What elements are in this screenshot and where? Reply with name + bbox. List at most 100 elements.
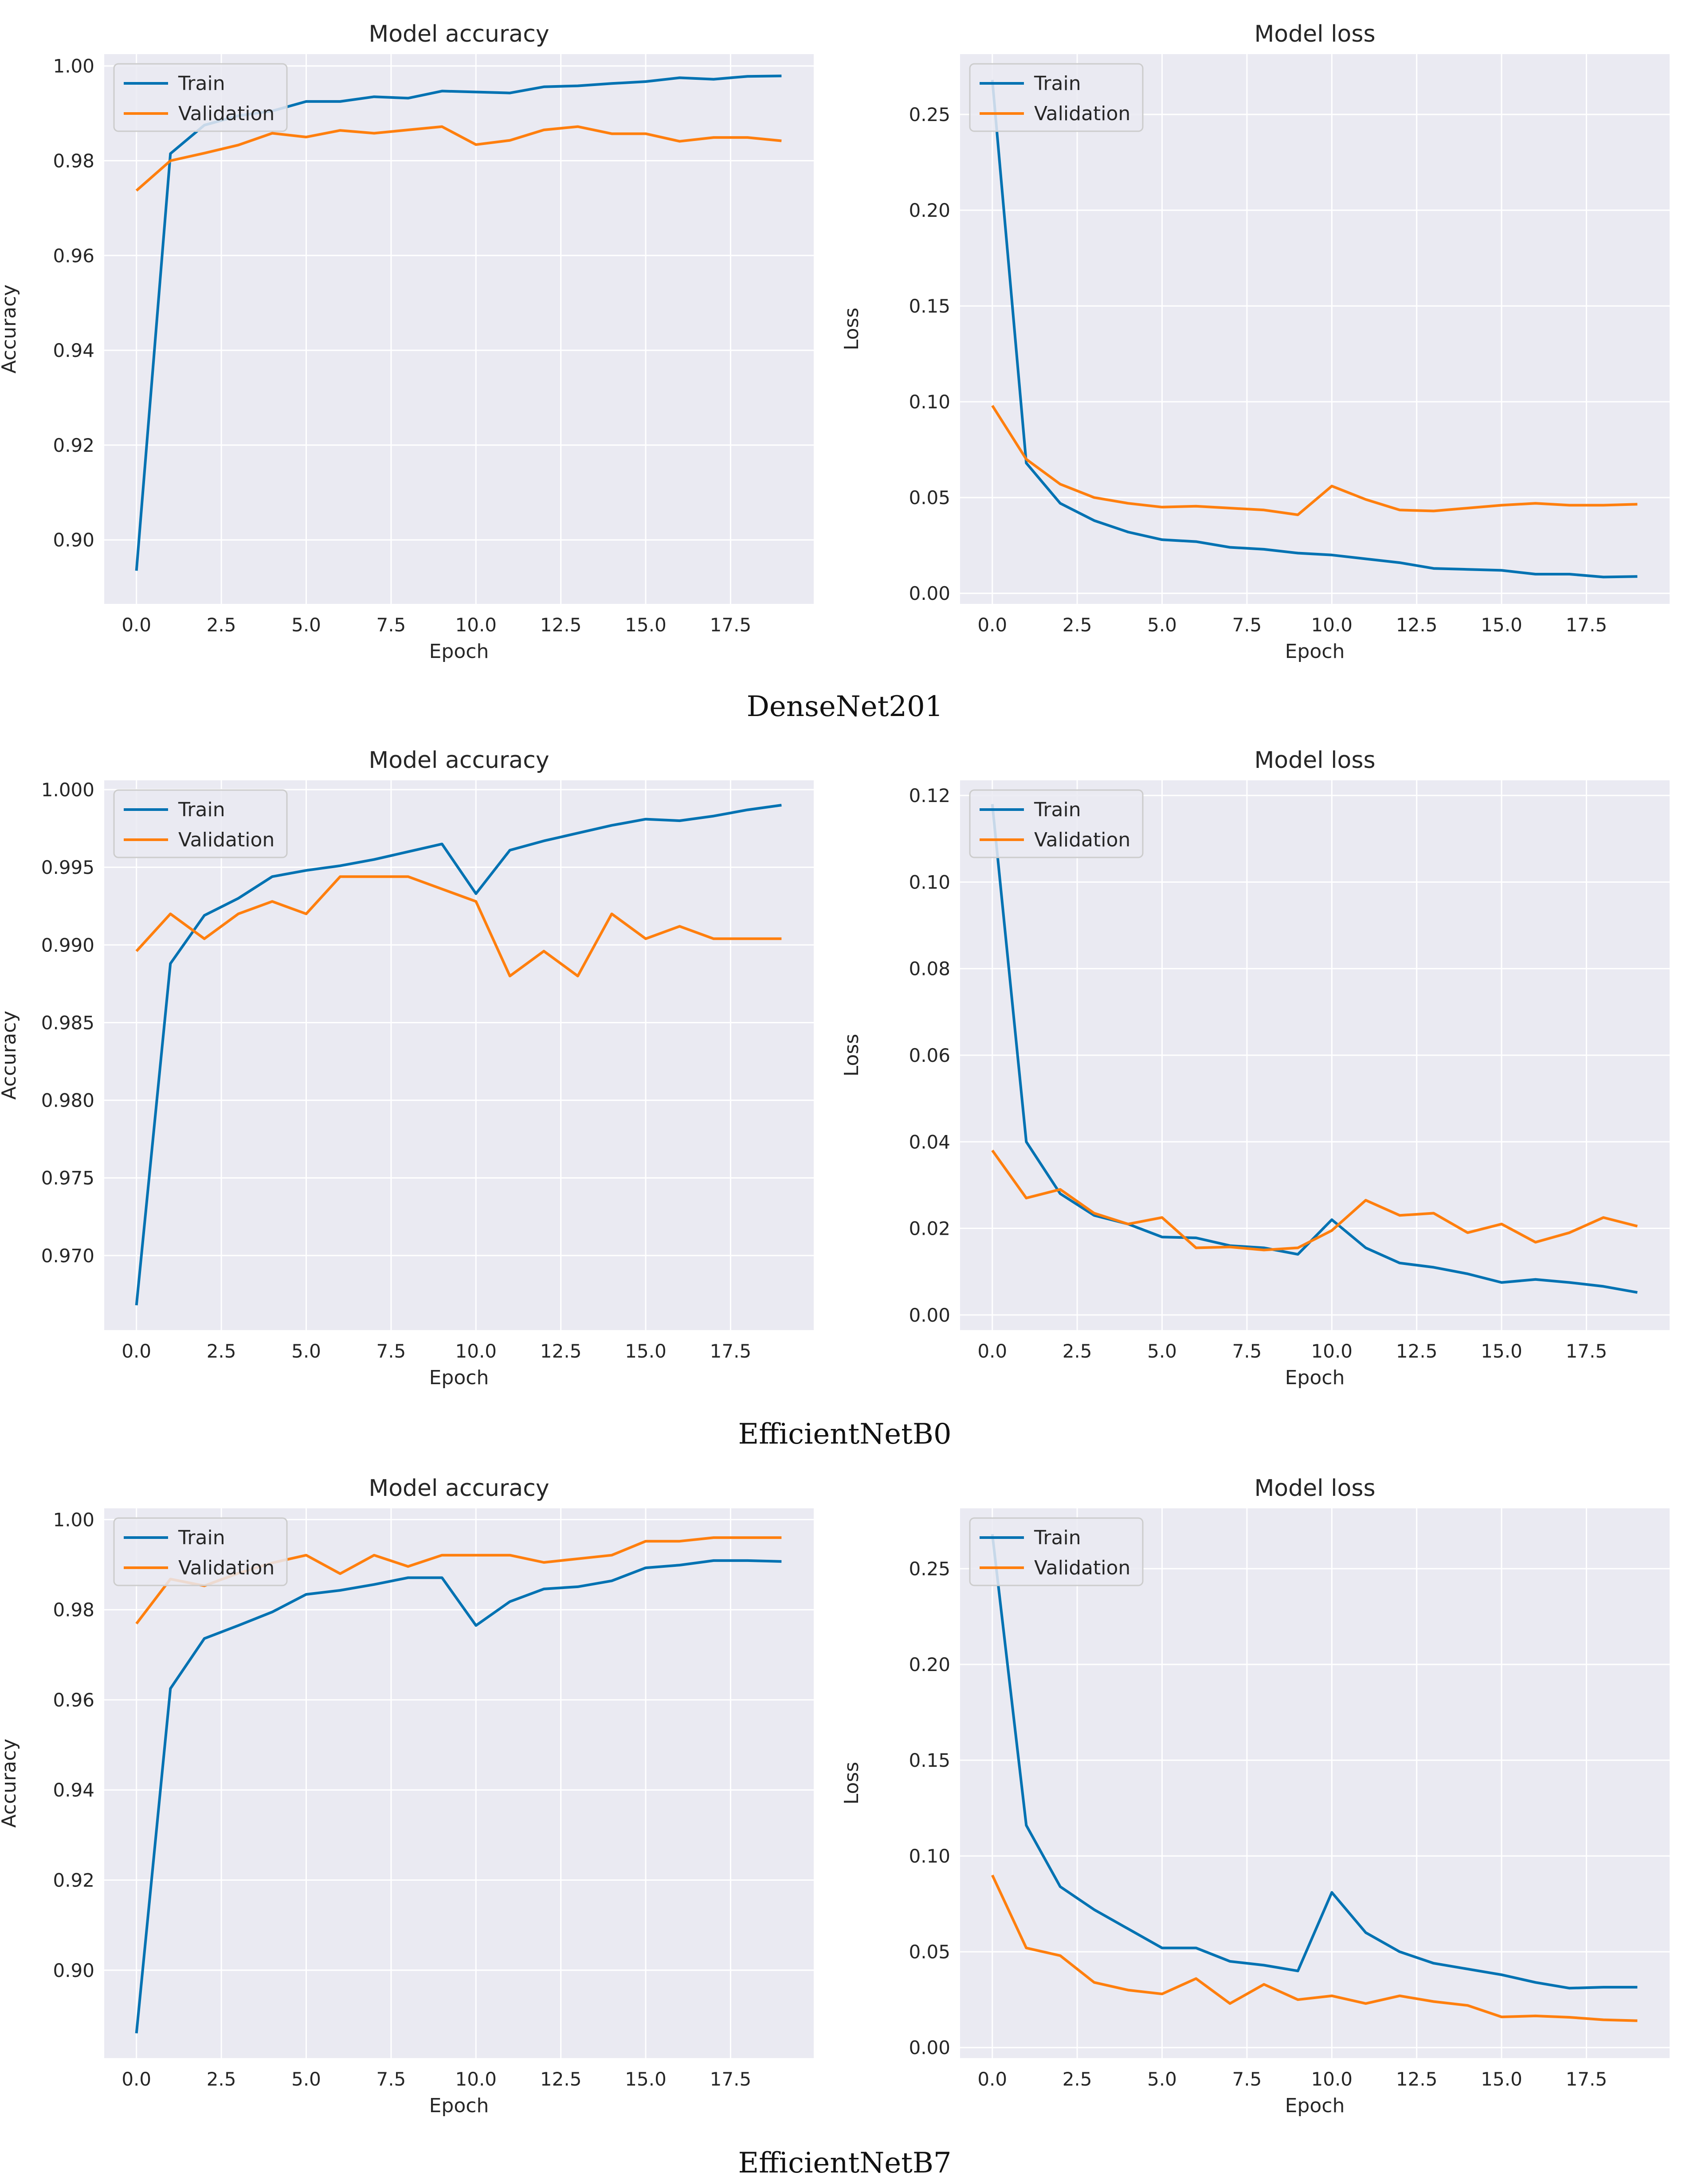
y-tick-label: 0.08 [909, 958, 950, 980]
y-tick-label: 0.970 [41, 1245, 94, 1267]
plot-area [104, 780, 814, 1330]
chart-panel-0: 0.0 2.5 5.0 7.5 10.0 12.5 15.0 17.5 0.90 0.92 0.94… [0, 21, 814, 663]
chart-title: Model loss [1254, 21, 1375, 47]
series-line-train [991, 1534, 1638, 1990]
x-tick-label: 5.0 [1147, 2068, 1177, 2090]
y-tick-label: 1.000 [41, 779, 94, 801]
y-axis-label: Accuracy [0, 1739, 20, 1828]
x-axis-label: Epoch [429, 1366, 489, 1389]
y-tick-label: 0.02 [909, 1218, 950, 1240]
legend: Train Validation [113, 789, 288, 858]
y-tick-label: 0.985 [41, 1012, 94, 1033]
x-tick-label: 17.5 [1566, 2068, 1608, 2090]
legend: Train Validation [113, 63, 288, 132]
x-tick-label: 2.5 [207, 2068, 236, 2090]
y-tick-label: 0.15 [909, 295, 950, 317]
x-axis-label: Epoch [1285, 2094, 1345, 2117]
legend: Train Validation [113, 1517, 288, 1586]
series-line-train [991, 80, 1638, 579]
y-tick-label: 0.995 [41, 857, 94, 878]
x-tick-label: 2.5 [207, 614, 236, 636]
x-tick-label: 0.0 [977, 2068, 1007, 2090]
y-tick-label: 0.10 [909, 391, 950, 413]
y-tick-label: 0.96 [53, 245, 94, 266]
chart-title: Model loss [1254, 747, 1375, 774]
x-tick-label: 7.5 [376, 1340, 406, 1362]
y-tick-label: 0.00 [909, 1304, 950, 1326]
x-tick-label: 0.0 [977, 614, 1007, 636]
chart-panel-5: 0.0 2.5 5.0 7.5 10.0 12.5 15.0 17.5 0.00 0.05 0.10… [840, 1475, 1670, 2117]
x-tick-label: 17.5 [710, 2068, 752, 2090]
x-tick-label: 0.0 [122, 1340, 151, 1362]
legend-label: Validation [178, 102, 274, 125]
x-tick-label: 10.0 [455, 1340, 497, 1362]
plot-area [104, 54, 814, 604]
x-tick-label: 15.0 [625, 614, 667, 636]
x-axis-label: Epoch [1285, 1366, 1345, 1389]
legend-label: Train [1034, 1526, 1081, 1549]
x-tick-label: 0.0 [977, 1340, 1007, 1362]
chart-panel-1: 0.0 2.5 5.0 7.5 10.0 12.5 15.0 17.5 0.00 0.05 0.10… [840, 21, 1670, 663]
legend-label: Validation [178, 1557, 274, 1579]
chart-title: Model accuracy [369, 21, 549, 47]
x-tick-label: 10.0 [1311, 614, 1353, 636]
x-tick-label: 2.5 [207, 1340, 236, 1362]
x-tick-label: 7.5 [376, 614, 406, 636]
y-tick-label: 0.20 [909, 1654, 950, 1675]
x-tick-label: 5.0 [291, 2068, 321, 2090]
y-tick-label: 0.975 [41, 1167, 94, 1189]
legend: Train Validation [969, 789, 1144, 858]
x-tick-label: 7.5 [1232, 1340, 1262, 1362]
chart-title: Model accuracy [369, 747, 549, 774]
x-tick-label: 12.5 [1396, 1340, 1438, 1362]
y-tick-label: 0.98 [53, 150, 94, 172]
y-tick-label: 0.10 [909, 1845, 950, 1867]
y-axis-label: Loss [840, 1762, 863, 1805]
x-tick-label: 5.0 [291, 614, 321, 636]
y-tick-label: 1.00 [53, 55, 94, 77]
x-tick-label: 15.0 [1481, 2068, 1522, 2090]
series-line-train [991, 804, 1638, 1294]
legend-label: Validation [1034, 829, 1130, 851]
series-line-train [135, 1559, 782, 2034]
y-tick-label: 0.04 [909, 1131, 950, 1153]
x-tick-label: 12.5 [540, 2068, 582, 2090]
series-line-validation [991, 1150, 1638, 1252]
y-tick-label: 0.00 [909, 583, 950, 604]
y-tick-label: 0.92 [53, 1870, 94, 1891]
legend: Train Validation [969, 1517, 1144, 1586]
x-tick-label: 17.5 [710, 614, 752, 636]
y-tick-label: 0.05 [909, 1941, 950, 1963]
chart-panel-3: 0.0 2.5 5.0 7.5 10.0 12.5 15.0 17.5 0.00 0.02 0.04… [840, 747, 1670, 1389]
plot-area [960, 54, 1670, 604]
x-tick-label: 12.5 [1396, 614, 1438, 636]
x-tick-label: 2.5 [1063, 2068, 1092, 2090]
y-tick-label: 1.00 [53, 1509, 94, 1530]
y-tick-label: 0.96 [53, 1689, 94, 1711]
plot-area [104, 1508, 814, 2058]
x-tick-label: 17.5 [1566, 1340, 1608, 1362]
y-tick-label: 0.980 [41, 1090, 94, 1112]
plot-area [960, 1508, 1670, 2058]
x-tick-label: 2.5 [1063, 1340, 1092, 1362]
x-tick-label: 15.0 [625, 1340, 667, 1362]
y-tick-label: 0.20 [909, 200, 950, 221]
y-tick-label: 0.15 [909, 1750, 950, 1771]
x-tick-label: 0.0 [122, 614, 151, 636]
legend-label: Validation [1034, 1557, 1130, 1579]
x-tick-label: 7.5 [1232, 2068, 1262, 2090]
chart-title: Model loss [1254, 1475, 1375, 1502]
x-tick-label: 5.0 [1147, 1340, 1177, 1362]
y-tick-label: 0.90 [53, 1960, 94, 1981]
x-tick-label: 7.5 [1232, 614, 1262, 636]
x-tick-label: 15.0 [625, 2068, 667, 2090]
y-tick-label: 0.90 [53, 529, 94, 551]
y-axis-label: Accuracy [0, 1011, 20, 1100]
legend-label: Validation [178, 829, 274, 851]
chart-panel-4: 0.0 2.5 5.0 7.5 10.0 12.5 15.0 17.5 0.90 0.92 0.94… [0, 1475, 814, 2117]
y-tick-label: 0.06 [909, 1045, 950, 1066]
y-tick-label: 0.94 [53, 340, 94, 361]
y-tick-label: 0.98 [53, 1599, 94, 1621]
legend: Train Validation [969, 63, 1144, 132]
x-tick-label: 15.0 [1481, 1340, 1522, 1362]
